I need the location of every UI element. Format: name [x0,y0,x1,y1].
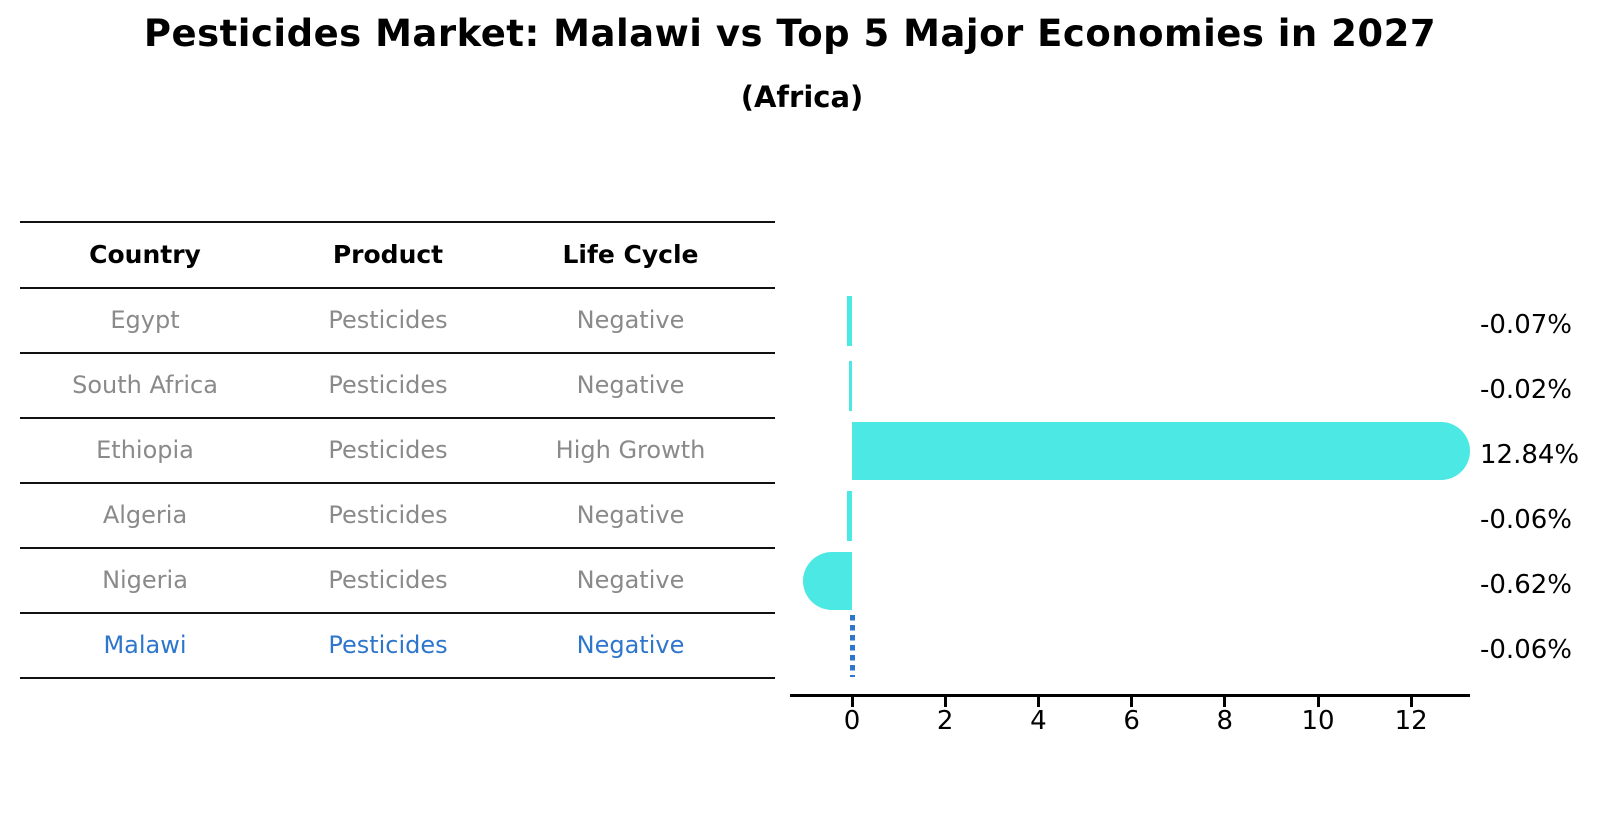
table-row-rule [20,417,775,419]
table-row-rule [20,352,775,354]
value-label: -0.02% [1480,374,1572,405]
cell-country: South Africa [72,371,218,399]
cell-country: Nigeria [102,566,188,594]
cell-life-cycle: High Growth [555,436,706,464]
value-label: -0.06% [1480,504,1572,535]
cell-life-cycle: Negative [576,306,685,334]
cell-product: Pesticides [328,306,448,334]
cell-life-cycle: Negative [576,371,685,399]
cell-product: Pesticides [328,631,448,659]
cell-product: Pesticides [328,566,448,594]
table-row: Algeria Pesticides Negative [0,483,780,548]
cell-product: Pesticides [328,371,448,399]
bar-ethiopia [852,421,1471,480]
value-label: 12.84% [1480,439,1580,470]
table-row-rule [20,547,775,549]
x-axis-tick-label: 6 [1123,706,1140,736]
table-bottom-rule [20,677,775,679]
x-axis-line [790,694,1470,697]
table-row: Ethiopia Pesticides High Growth [0,418,780,483]
x-axis-tick [1036,696,1040,707]
value-label: -0.62% [1480,569,1572,600]
cell-product: Pesticides [328,436,448,464]
x-axis-tick-label: 12 [1394,706,1428,736]
column-header-country: Country [89,240,201,269]
x-axis-tick [1409,696,1413,707]
table-row-malawi: Malawi Pesticides Negative [0,613,780,678]
x-axis-tick-label: 4 [1030,706,1047,736]
column-header-product: Product [332,240,444,269]
table-top-rule [20,221,775,223]
x-axis-tick [850,696,854,707]
cell-product: Pesticides [328,501,448,529]
x-axis-tick [1316,696,1320,707]
bar-nigeria [803,551,852,610]
value-label: -0.06% [1480,634,1572,665]
table-row-rule [20,612,775,614]
cell-country: Egypt [110,306,180,334]
cell-life-cycle: Negative [576,631,685,659]
x-axis-tick-label: 2 [936,706,954,736]
table-header-rule [20,287,775,289]
cell-life-cycle: Negative [576,501,685,529]
cell-life-cycle: Negative [576,566,685,594]
x-axis-tick [943,696,947,707]
table-row: Nigeria Pesticides Negative [0,548,780,613]
chart-title: Pesticides Market: Malawi vs Top 5 Major… [143,12,1437,55]
column-header-life-cycle: Life Cycle [562,240,699,269]
x-axis-tick-label: 8 [1216,706,1234,736]
x-axis-tick [1130,696,1134,707]
malawi-dashed-marker [849,614,855,677]
table-row: Egypt Pesticides Negative [0,288,780,353]
table-row: South Africa Pesticides Negative [0,353,780,418]
x-axis-tick-label: 0 [843,706,861,736]
table-header-row: Country Product Life Cycle [0,227,780,292]
table-row-rule [20,482,775,484]
bar-egypt [846,295,852,346]
bar-south-africa [849,360,852,411]
value-label: -0.07% [1480,309,1572,340]
bar-algeria [847,490,852,541]
cell-country: Ethiopia [96,436,194,464]
x-axis-tick [1223,696,1227,707]
x-axis-tick-label: 10 [1301,706,1335,736]
chart-subtitle: (Africa) [740,80,864,114]
cell-country: Malawi [103,631,187,659]
cell-country: Algeria [102,501,188,529]
